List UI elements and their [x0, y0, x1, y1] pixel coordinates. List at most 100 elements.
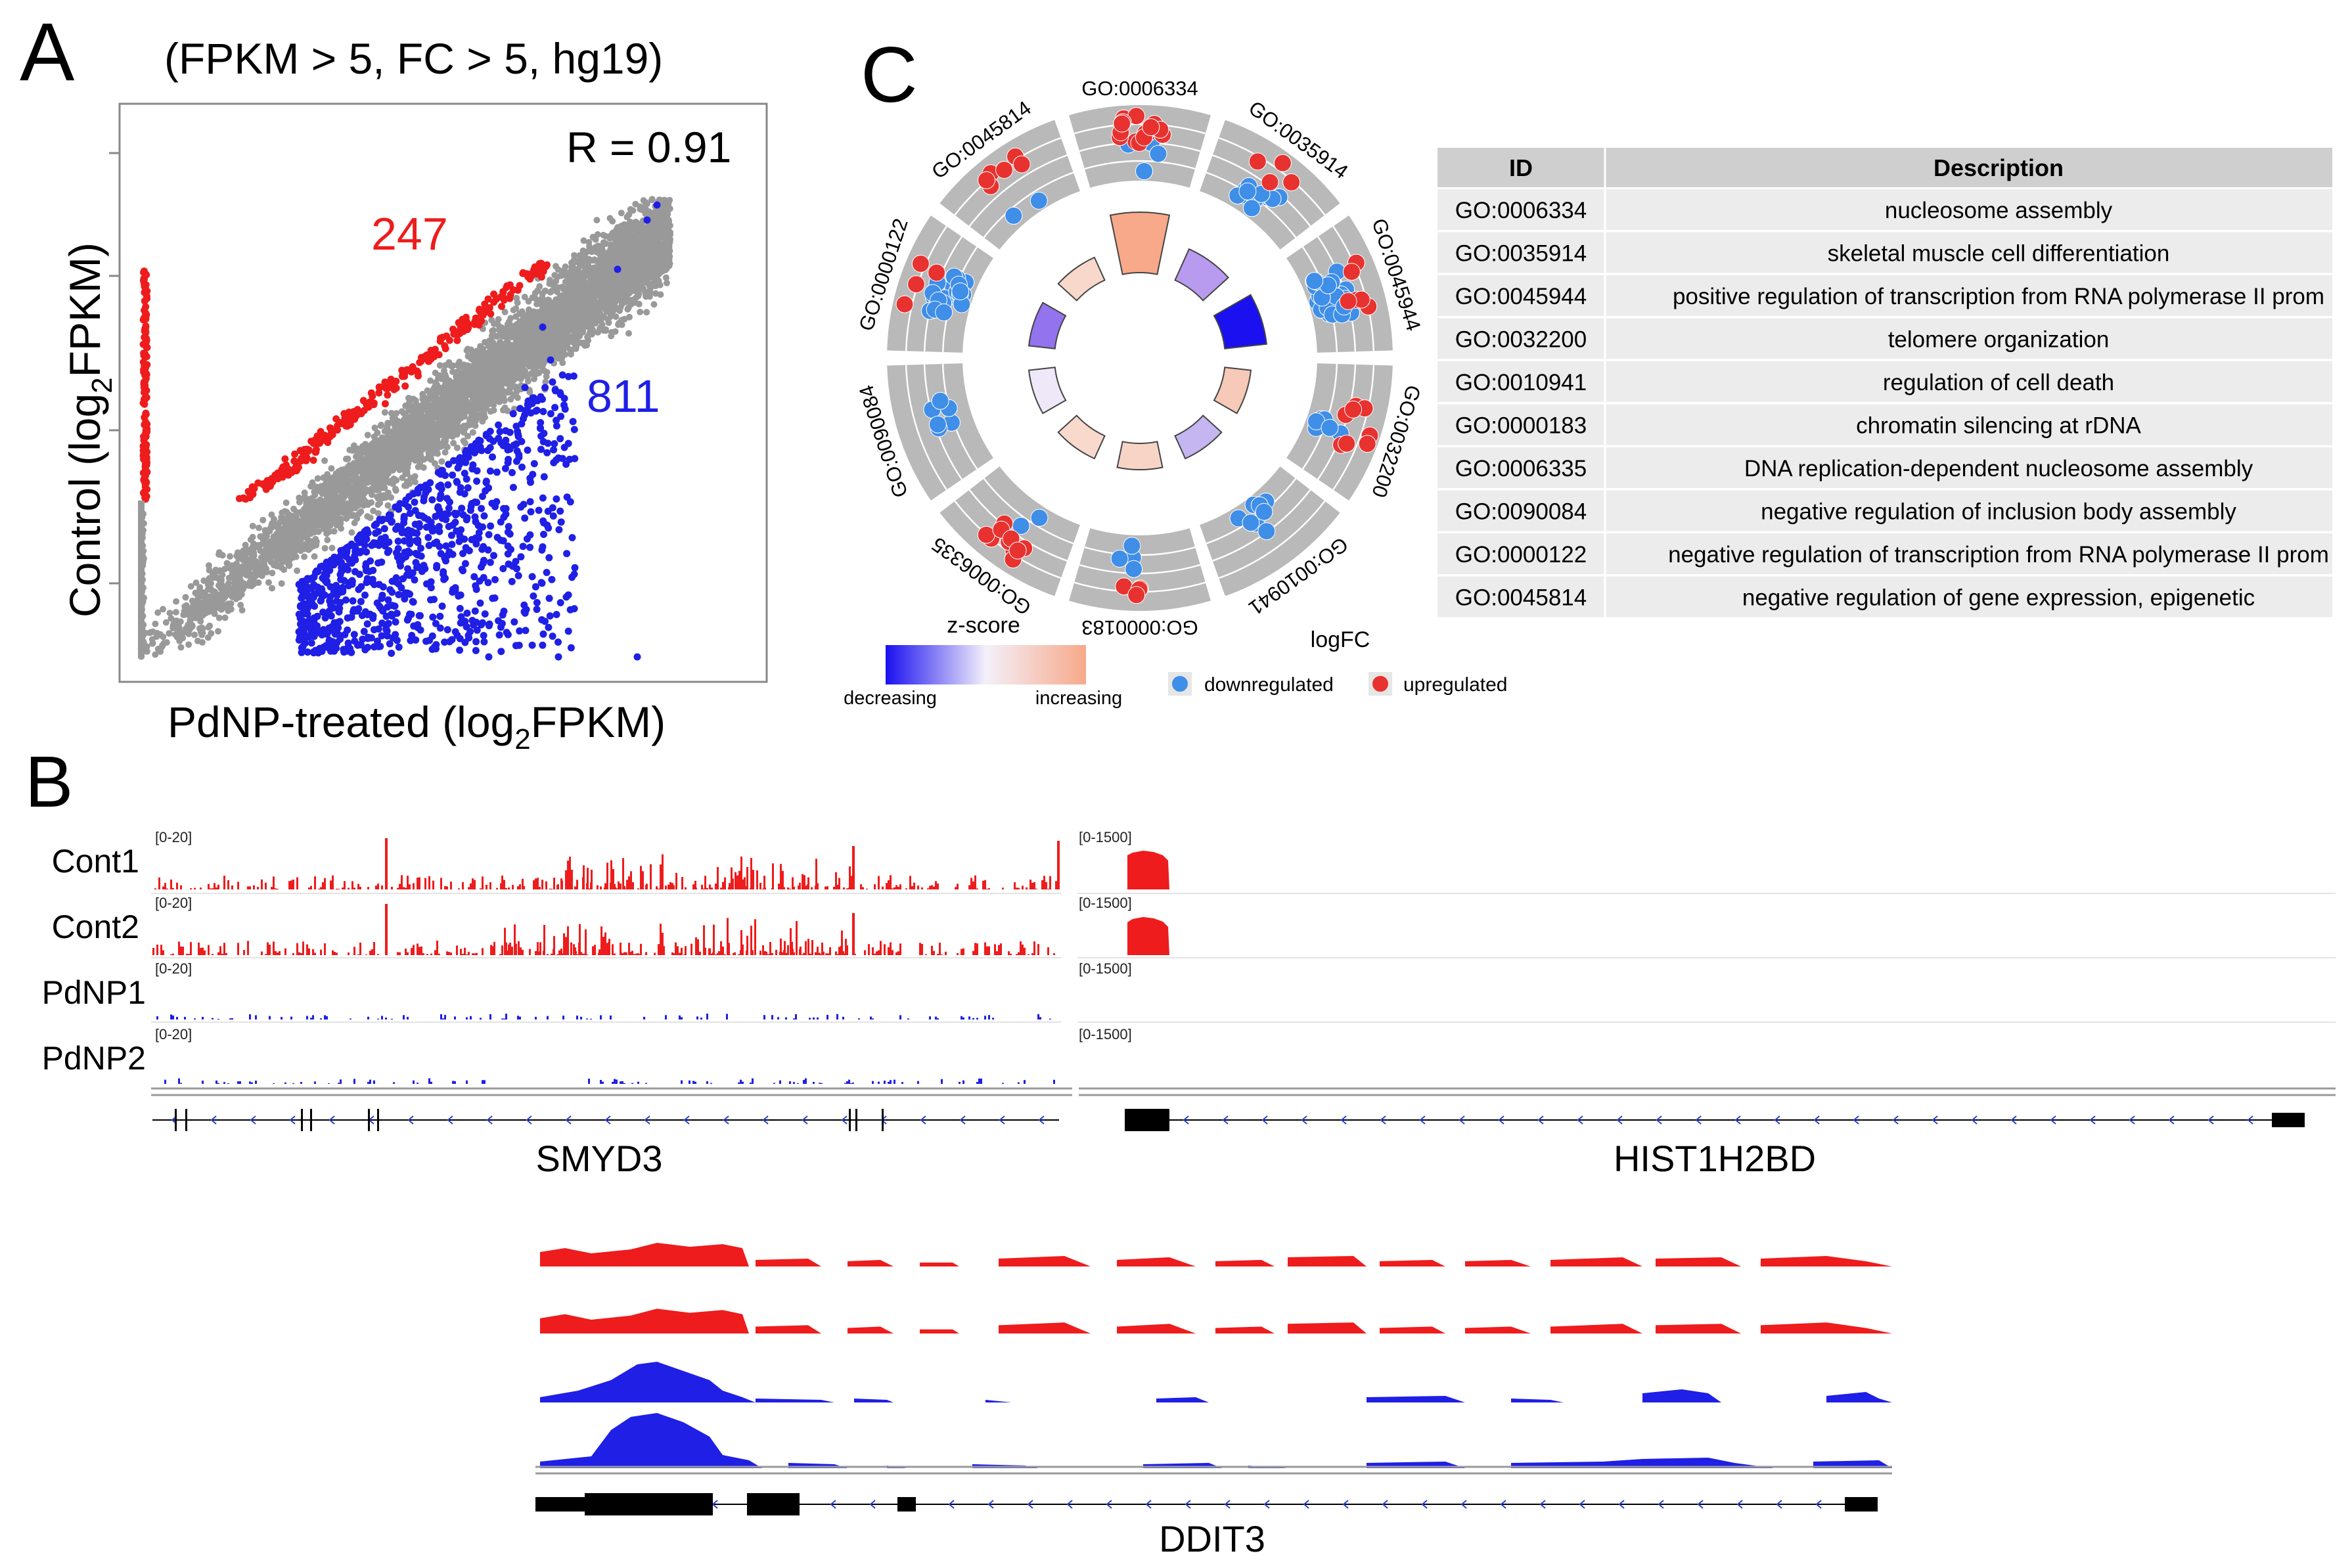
scatter-point-grey — [205, 608, 212, 616]
scatter-point-grey — [374, 501, 382, 508]
scatter-point-grey — [182, 594, 189, 601]
scatter-point-grey — [438, 458, 445, 465]
scatter-point-grey — [367, 514, 374, 522]
scatter-point-grey — [215, 582, 222, 589]
scatter-point-grey — [543, 373, 550, 380]
scatter-point-grey — [312, 535, 319, 543]
scatter-point-grey — [637, 309, 644, 315]
scatter-point-grey — [521, 294, 528, 301]
scatter-point-grey — [309, 525, 317, 532]
scatter-point-grey — [191, 631, 198, 638]
scatter-point-grey — [321, 545, 328, 552]
scatter-point-grey — [618, 210, 625, 217]
scatter-point-grey — [212, 589, 219, 596]
scatter-point-grey — [666, 261, 673, 268]
scatter-point-grey — [313, 483, 320, 491]
scatter-point-grey — [556, 293, 564, 300]
scatter-point-grey — [311, 553, 318, 560]
scatter-point-grey — [270, 562, 277, 568]
scatter-point-grey — [530, 317, 537, 325]
scatter-point-grey — [355, 447, 362, 455]
scatter-point-grey — [559, 350, 566, 357]
scatter-point-grey — [661, 254, 668, 261]
scatter-point-grey — [269, 585, 275, 592]
scatter-point-grey — [548, 288, 555, 295]
scatter-point-grey — [490, 376, 497, 383]
scatter-point-grey — [495, 316, 502, 323]
scatter-point-grey — [292, 553, 300, 560]
scatter-point-grey — [639, 224, 646, 231]
scatter-point-grey — [507, 395, 514, 403]
scatter-point-grey — [462, 393, 469, 401]
scatter-point-grey — [433, 411, 440, 418]
scatter-point-grey — [398, 408, 405, 415]
scatter-point-grey — [168, 615, 175, 622]
scatter-point-grey — [662, 274, 669, 281]
panel-a-letter: A — [20, 7, 75, 98]
scatter-point-grey — [450, 427, 457, 434]
scatter-point-grey — [173, 598, 180, 605]
scatter-point-grey — [172, 609, 179, 616]
scatter-point-grey — [378, 422, 385, 428]
scatter-point-grey — [221, 586, 228, 593]
scatter-points — [137, 196, 673, 661]
scatter-point-grey — [585, 332, 593, 339]
scatter-point-grey — [443, 412, 450, 419]
scatter-point-grey — [314, 475, 321, 482]
scatter-point-grey — [390, 455, 397, 462]
scatter-point-grey — [224, 560, 231, 568]
scatter-point-grey — [507, 389, 513, 396]
scatter-point-grey — [577, 256, 585, 263]
scatter-point-grey — [277, 539, 283, 547]
scatter-point-grey — [554, 266, 562, 273]
scatter-point-grey — [257, 533, 264, 540]
scatter-point-grey — [608, 332, 615, 340]
scatter-point-grey — [328, 465, 335, 472]
scatter-point-grey — [436, 362, 443, 369]
scatter-point-grey — [603, 270, 610, 277]
scatter-point-grey — [162, 619, 170, 626]
scatter-point-grey — [154, 609, 162, 616]
scatter-point-grey — [532, 364, 539, 371]
scatter-point-grey — [426, 394, 433, 401]
scatter-point-grey — [321, 457, 328, 464]
scatter-point-grey — [415, 408, 422, 415]
scatter-point-grey — [602, 240, 610, 247]
scatter-point-grey — [585, 267, 592, 275]
scatter-point-grey — [307, 545, 314, 552]
scatter-point-grey — [587, 279, 594, 286]
scatter-point-grey — [546, 277, 553, 284]
scatter-point-grey — [377, 483, 384, 490]
scatter-point-grey — [628, 287, 635, 294]
scatter-point-grey — [543, 298, 551, 305]
scatter-point-grey — [388, 494, 395, 501]
scatter-point-grey — [377, 441, 384, 448]
scatter-point-grey — [461, 429, 468, 436]
scatter-point-grey — [221, 566, 229, 573]
scatter-point-grey — [166, 610, 173, 617]
scatter-point-grey — [238, 606, 246, 614]
scatter-point-grey — [296, 525, 304, 532]
scatter-point-grey — [455, 363, 462, 370]
scatter-point-grey — [427, 377, 434, 384]
scatter-point-grey — [374, 510, 382, 517]
scatter-point-grey — [381, 409, 388, 416]
scatter-point-grey — [437, 443, 444, 450]
scatter-point-grey — [407, 414, 414, 421]
scatter-point-grey — [247, 536, 254, 543]
scatter-point-grey — [320, 498, 327, 505]
scatter-point-grey — [337, 520, 344, 527]
scatter-point-grey — [625, 211, 633, 218]
scatter-point-grey — [501, 397, 508, 405]
scatter-point-grey — [200, 577, 208, 584]
scatter-point-grey — [469, 429, 476, 436]
scatter-point-grey — [289, 548, 296, 555]
scatter-point-grey — [205, 623, 212, 631]
scatter-point-grey — [495, 321, 501, 328]
scatter-point-grey — [551, 272, 558, 279]
scatter-point-grey — [292, 512, 299, 520]
scatter-point-grey — [261, 531, 269, 538]
scatter-point-grey — [187, 614, 194, 621]
scatter-point-grey — [424, 387, 431, 394]
